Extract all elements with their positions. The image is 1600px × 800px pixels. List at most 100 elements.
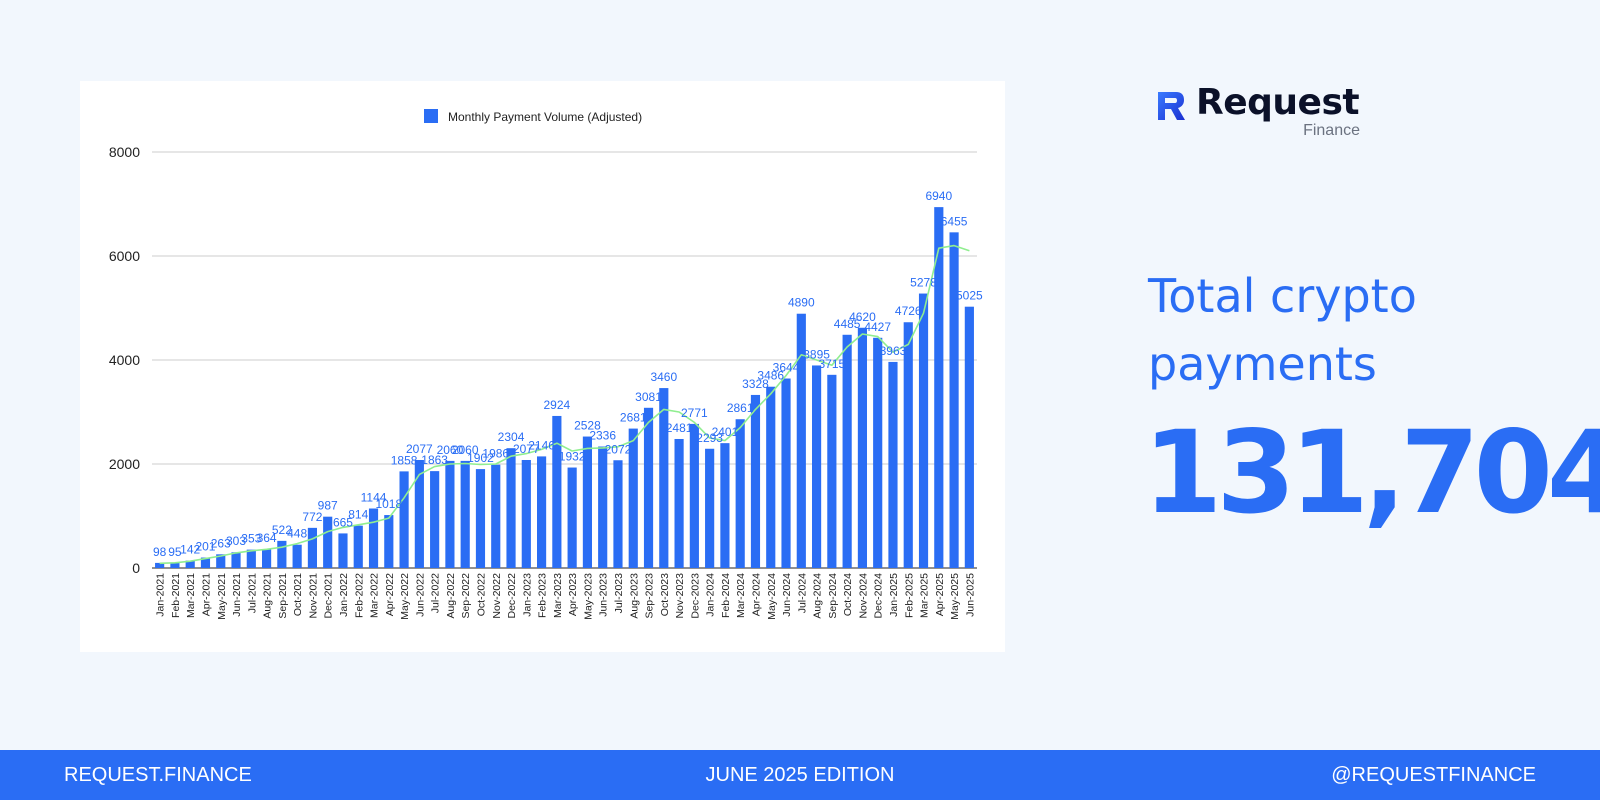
x-tick-label: Nov-2024 [857, 573, 869, 619]
bar [307, 527, 317, 568]
bar [598, 446, 608, 568]
data-label: 5278 [910, 276, 937, 290]
bar [689, 423, 699, 568]
x-tick-label: Sep-2022 [460, 573, 472, 619]
y-tick-label: 0 [132, 560, 140, 576]
data-label: 3895 [803, 347, 830, 361]
x-tick-label: Apr-2022 [384, 573, 396, 616]
bar [506, 448, 516, 568]
data-label: 353 [241, 532, 261, 546]
x-tick-label: Oct-2023 [659, 573, 671, 616]
x-tick-label: Feb-2023 [537, 573, 549, 618]
bar [628, 428, 638, 568]
data-label: 4890 [788, 296, 815, 310]
footer-bar: REQUEST.FINANCE JUNE 2025 EDITION @REQUE… [0, 750, 1600, 800]
legend-swatch [424, 109, 438, 123]
bar [353, 525, 363, 568]
legend-label: Monthly Payment Volume (Adjusted) [448, 110, 642, 124]
data-label: 2304 [498, 430, 525, 444]
data-label: 1932 [559, 450, 586, 464]
x-tick-label: Jan-2021 [155, 573, 167, 617]
x-tick-label: Sep-2024 [827, 573, 839, 619]
bar [445, 460, 455, 568]
x-tick-label: Dec-2023 [689, 573, 701, 619]
x-tick-label: Aug-2024 [812, 573, 824, 619]
x-tick-label: Apr-2021 [201, 573, 213, 616]
data-label: 5025 [956, 289, 983, 303]
x-tick-label: Jul-2022 [430, 573, 442, 613]
data-label: 1858 [391, 453, 418, 467]
stat-label: Total crypto payments [1148, 269, 1417, 391]
x-tick-label: Jun-2021 [231, 573, 243, 617]
x-tick-label: Jul-2024 [796, 573, 808, 613]
x-tick-label: Dec-2024 [873, 573, 885, 619]
bar [567, 467, 577, 568]
x-tick-label: May-2023 [582, 573, 594, 620]
bar [949, 232, 959, 568]
bar [475, 469, 486, 568]
data-label: 95 [168, 545, 182, 559]
data-label: 2861 [727, 401, 754, 415]
stat-value: 131,704 [1143, 406, 1600, 539]
bar [537, 456, 547, 568]
data-label: 1902 [467, 451, 494, 465]
data-label: 1863 [421, 453, 448, 467]
footer-edition: JUNE 2025 EDITION [705, 764, 895, 786]
bar [246, 549, 256, 568]
data-label: 201 [195, 540, 215, 554]
y-tick-label: 6000 [109, 248, 140, 264]
bar [216, 554, 226, 568]
x-tick-label: Jan-2023 [521, 573, 533, 617]
bar [750, 394, 761, 568]
x-tick-label: Feb-2024 [720, 573, 732, 618]
bar [903, 322, 913, 568]
data-label: 2077 [513, 442, 540, 456]
bar [842, 334, 852, 568]
bar [231, 552, 241, 568]
bar [399, 471, 409, 568]
data-label: 6455 [941, 214, 968, 228]
data-label: 448 [287, 527, 307, 541]
x-tick-label: Mar-2025 [919, 573, 931, 618]
x-tick-label: Jan-2025 [888, 573, 900, 617]
x-tick-label: Dec-2021 [323, 573, 335, 619]
data-label: 2060 [437, 443, 464, 457]
bar [964, 306, 974, 568]
bar [368, 508, 379, 568]
bar [812, 365, 822, 568]
data-label: 6940 [925, 189, 952, 203]
data-label: 2060 [452, 443, 479, 457]
data-label: 987 [318, 499, 338, 513]
data-label: 2077 [406, 442, 433, 456]
x-tick-label: Oct-2022 [476, 573, 488, 616]
bar [857, 327, 867, 568]
data-label: 3486 [757, 369, 784, 383]
x-tick-label: Nov-2021 [307, 573, 319, 619]
x-tick-label: Jan-2024 [705, 573, 717, 617]
x-tick-label: Aug-2021 [262, 573, 274, 619]
bar [552, 415, 562, 568]
x-tick-label: Jul-2021 [246, 573, 258, 613]
x-tick-label: Mar-2021 [185, 573, 197, 618]
request-r-logo-icon [1158, 92, 1185, 120]
data-label: 2072 [605, 442, 632, 456]
bar [766, 386, 776, 568]
bar [888, 361, 898, 568]
x-tick-label: May-2022 [399, 573, 411, 620]
bar [430, 471, 440, 568]
data-label: 665 [333, 515, 353, 529]
data-label: 3460 [650, 370, 677, 384]
data-label: 2481 [666, 421, 693, 435]
x-tick-label: May-2024 [766, 573, 778, 620]
x-tick-label: Aug-2022 [445, 573, 457, 619]
bar [643, 407, 654, 568]
bar [185, 560, 195, 568]
bar [827, 374, 837, 568]
data-label: 2528 [574, 419, 601, 433]
bar [659, 388, 669, 568]
chart-card: 0 2000 4000 6000 8000 Monthly Payment Volume … [80, 81, 1005, 652]
bar [735, 419, 745, 568]
x-tick-label: Feb-2021 [170, 573, 182, 618]
bar [674, 438, 684, 568]
bar [200, 557, 211, 568]
